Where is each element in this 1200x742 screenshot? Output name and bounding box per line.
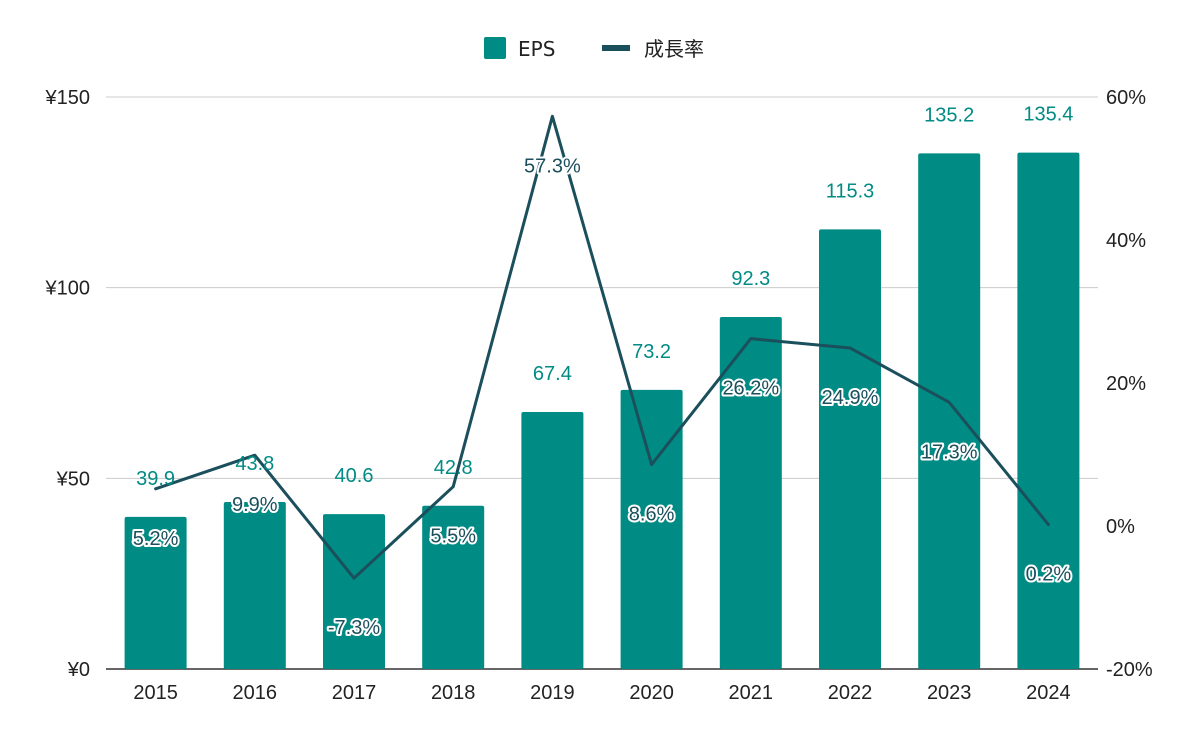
growth-data-label: 57.3% <box>524 155 581 177</box>
eps-data-label: 135.4 <box>1023 104 1073 126</box>
growth-data-label: 0.2% <box>1026 564 1072 586</box>
eps-bar <box>719 317 782 669</box>
right-tick-label: -20% <box>1106 659 1153 681</box>
eps-bars <box>124 152 1080 670</box>
left-tick-label: ¥0 <box>67 659 90 681</box>
category-label: 2016 <box>233 682 278 704</box>
eps-data-label: 42.8 <box>434 457 473 479</box>
legend-label-eps: EPS <box>518 37 555 61</box>
growth-data-label: 26.2% <box>722 378 779 400</box>
category-label: 2015 <box>133 682 178 704</box>
right-tick-label: 20% <box>1106 373 1146 395</box>
eps-bar <box>1017 152 1080 669</box>
category-label: 2023 <box>927 682 972 704</box>
legend-swatch-eps <box>484 37 506 59</box>
eps-bar <box>422 505 485 669</box>
right-axis-ticks: -20% 0% 20% 40% 60% <box>1106 87 1153 681</box>
right-tick-label: 0% <box>1106 516 1135 538</box>
eps-data-label: 73.2 <box>632 341 671 363</box>
eps-data-label: 92.3 <box>731 268 770 290</box>
growth-series-line <box>154 114 1050 580</box>
legend-swatch-growth <box>602 45 630 51</box>
eps-data-label: 40.6 <box>335 465 374 487</box>
growth-data-label: 9.9% <box>232 494 278 516</box>
eps-bar <box>620 389 683 669</box>
eps-bar <box>521 411 584 669</box>
left-axis-ticks: ¥0 ¥50 ¥100 ¥150 <box>45 87 91 681</box>
growth-data-label: 17.3% <box>921 441 978 463</box>
category-label: 2018 <box>431 682 476 704</box>
growth-data-labels: 5.2% 9.9% -7.3% 5.5% 57.3% 8.6% 26.2% 24.9% 17.3… <box>131 153 1074 641</box>
left-tick-label: ¥50 <box>56 468 90 490</box>
eps-data-label: 43.8 <box>235 453 274 475</box>
category-label: 2024 <box>1026 682 1071 704</box>
eps-data-labels: 39.9 43.8 40.6 42.8 67.4 73.2 92.3 115.3 135.2 13… <box>136 104 1073 490</box>
growth-data-label: -7.3% <box>328 617 380 639</box>
eps-bar <box>323 514 385 669</box>
category-label: 2022 <box>828 682 873 704</box>
left-tick-label: ¥150 <box>45 87 91 109</box>
right-tick-label: 60% <box>1106 87 1146 109</box>
legend-label-growth: 成長率 <box>644 37 704 61</box>
category-label: 2021 <box>729 682 774 704</box>
eps-data-label: 39.9 <box>136 468 175 490</box>
growth-line <box>154 114 1050 580</box>
eps-data-label: 67.4 <box>533 363 572 385</box>
growth-data-label: 24.9% <box>822 387 879 409</box>
category-label: 2017 <box>332 682 377 704</box>
growth-data-label: 5.5% <box>430 526 476 548</box>
legend: EPS 成長率 <box>484 37 704 61</box>
eps-bar <box>223 501 286 669</box>
growth-data-label: 5.2% <box>133 528 179 550</box>
left-tick-label: ¥100 <box>45 278 91 300</box>
category-label: 2019 <box>530 682 575 704</box>
eps-data-label: 135.2 <box>924 104 974 126</box>
right-tick-label: 40% <box>1106 230 1146 252</box>
eps-bar <box>819 229 881 669</box>
category-label: 2020 <box>629 682 674 704</box>
eps-data-label: 115.3 <box>826 180 875 202</box>
eps-bar <box>124 516 187 669</box>
eps-bar <box>918 153 981 670</box>
x-axis-ticks: 2015 2016 2017 2018 2019 2020 2021 2022 2023 2024 <box>133 682 1070 704</box>
growth-data-label: 8.6% <box>629 504 675 526</box>
